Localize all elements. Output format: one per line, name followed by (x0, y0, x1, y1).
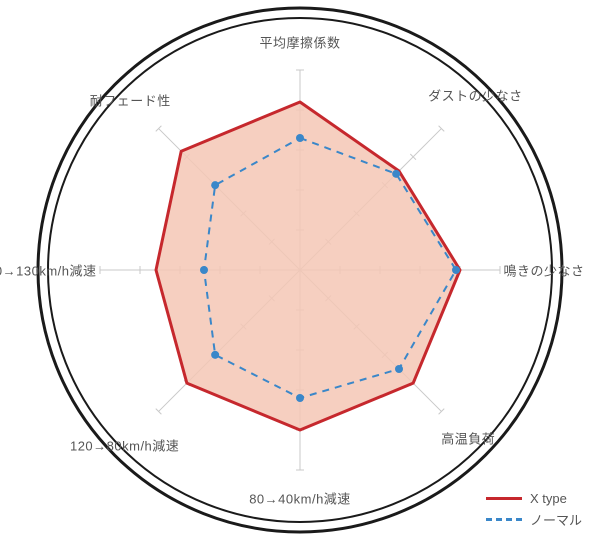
series-normal-marker (452, 266, 460, 274)
axis-label-fade_resist: 耐フェード性 (90, 91, 171, 110)
axis-label-dec_120_80: 120→80km/h減速 (70, 436, 179, 455)
axis-label-high_temp: 高温負荷 (441, 429, 495, 448)
axis-label-dec_80_40: 80→40km/h減速 (249, 489, 351, 508)
series-xtype (156, 102, 460, 430)
axis-label-low_dust: ダストの少なさ (428, 85, 523, 104)
legend-label-normal: ノーマル (530, 510, 582, 529)
series-normal-marker (395, 365, 403, 373)
series-normal-marker (392, 170, 400, 178)
legend-item-xtype: X type (486, 491, 582, 506)
series-normal-marker (211, 351, 219, 359)
axis-label-dec_160_130: 160→130km/h減速 (0, 261, 97, 280)
series-normal-marker (211, 181, 219, 189)
series-normal-marker (296, 134, 304, 142)
series-normal-marker (296, 394, 304, 402)
legend-swatch-xtype (486, 497, 522, 500)
series-normal-marker (200, 266, 208, 274)
legend-swatch-normal (486, 518, 522, 521)
legend-label-xtype: X type (530, 491, 567, 506)
legend-item-normal: ノーマル (486, 510, 582, 529)
radar-chart-container: { "chart": { "type": "radar", "center": … (0, 0, 600, 543)
legend: X type ノーマル (486, 487, 582, 529)
axis-label-avg_friction: 平均摩擦係数 (259, 33, 340, 52)
axis-label-low_noise: 鳴きの少なさ (503, 261, 584, 280)
